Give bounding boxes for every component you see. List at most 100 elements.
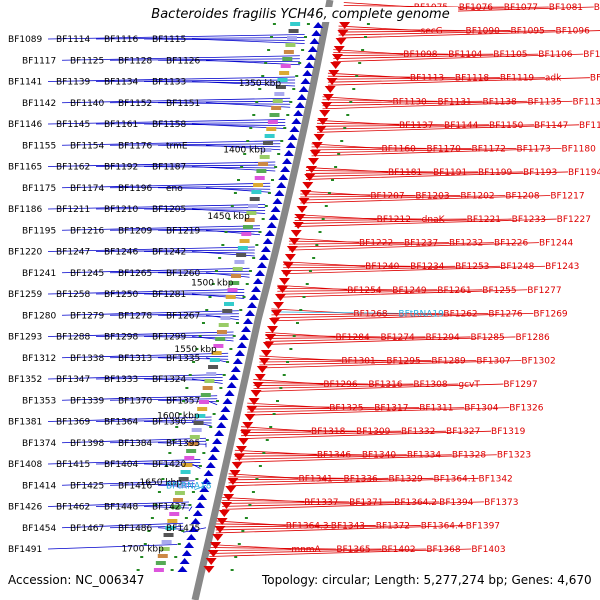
gene-label-left[interactable]: BF1151: [166, 99, 200, 109]
gene-label-right[interactable]: BF1104: [448, 50, 483, 60]
gene-label-right[interactable]: BF1233: [512, 215, 546, 225]
gene-label-right[interactable]: BF1364.2: [394, 498, 437, 508]
gene-label-right[interactable]: BF1397: [466, 521, 500, 531]
gene-label-left[interactable]: BF1374: [22, 439, 57, 449]
gene-label-right[interactable]: BF1284: [335, 333, 370, 343]
gene-label-left[interactable]: BF1174: [70, 184, 105, 194]
gene-label-right[interactable]: BF1342: [479, 474, 513, 484]
gene-label-left[interactable]: BF1196: [118, 184, 153, 194]
gene-label-left[interactable]: BF1298: [104, 333, 139, 343]
gene-label-right[interactable]: BF1336: [344, 474, 379, 484]
gene-label-right[interactable]: BF1227: [557, 215, 591, 225]
gene-label-right[interactable]: BFtRNA19: [398, 309, 444, 319]
gene-label-right[interactable]: BF1402: [381, 545, 415, 555]
gene-label-right[interactable]: BF1289: [431, 356, 466, 366]
gene-label-right[interactable]: BF1368: [426, 545, 461, 555]
gene-label-left[interactable]: BF1357: [166, 396, 200, 406]
gene-label-left[interactable]: BF1279: [70, 311, 105, 321]
gene-label-right[interactable]: BF1316: [368, 380, 403, 390]
gene-label-left[interactable]: BF1299: [152, 333, 187, 343]
gene-label-right[interactable]: secG: [421, 27, 443, 37]
gene-label-left[interactable]: BF1162: [56, 163, 90, 173]
gene-label-left[interactable]: BF1486: [118, 524, 153, 534]
gene-label-left[interactable]: BF1448: [104, 503, 139, 513]
gene-label-right[interactable]: BF1243: [545, 262, 579, 272]
gene-label-left[interactable]: BF1250: [104, 290, 139, 300]
gene-label-right[interactable]: BF1295: [386, 356, 420, 366]
gene-label-right[interactable]: BF1136: [573, 97, 600, 107]
gene-label-right[interactable]: BF1222: [359, 239, 393, 249]
gene-label-left[interactable]: BF1313: [118, 354, 152, 364]
gene-label-right[interactable]: BF1371: [349, 498, 383, 508]
gene-label-left[interactable]: BF1278: [118, 311, 153, 321]
gene-label-left[interactable]: BF1288: [56, 333, 91, 343]
gene-label-left[interactable]: BF1219: [166, 226, 201, 236]
gene-label-right[interactable]: BF1302: [521, 356, 555, 366]
gene-label-left[interactable]: BF1220: [8, 248, 43, 258]
gene-label-left[interactable]: BF1154: [70, 141, 105, 151]
gene-label-right[interactable]: BF1323: [497, 451, 531, 461]
gene-label-left[interactable]: BF1260: [166, 269, 201, 279]
gene-label-right[interactable]: BF1221: [467, 215, 501, 225]
gene-label-left[interactable]: BF1246: [104, 248, 139, 258]
gene-label-right[interactable]: BF1308: [413, 380, 448, 390]
gene-label-left[interactable]: BF1462: [56, 503, 90, 513]
gene-label-right[interactable]: BF1364.3: [286, 521, 329, 531]
gene-label-left[interactable]: BF1186: [8, 205, 43, 215]
gene-label-left[interactable]: BF1139: [56, 78, 91, 88]
gene-label-right[interactable]: BF1268: [353, 309, 388, 319]
gene-label-right[interactable]: BF1096: [556, 27, 591, 37]
gene-label-left[interactable]: BF1339: [70, 396, 105, 406]
gene-label-left[interactable]: BF1258: [56, 290, 91, 300]
gene-label-left[interactable]: BF1414: [22, 481, 57, 491]
gene-label-right[interactable]: BF1095: [511, 27, 545, 37]
gene-label-right[interactable]: BF1307: [476, 356, 510, 366]
gene-label-right[interactable]: BF1309: [356, 427, 391, 437]
gene-label-right[interactable]: BF1207: [370, 192, 404, 202]
gene-label-right[interactable]: BF1203: [415, 192, 449, 202]
gene-label-right[interactable]: BF1090: [466, 27, 501, 37]
gene-label-right[interactable]: BF1170: [427, 144, 462, 154]
gene-label-right[interactable]: BF1180: [562, 144, 597, 154]
gene-label-left[interactable]: BF1134: [104, 78, 139, 88]
gene-label-right[interactable]: BF1332: [401, 427, 435, 437]
gene-label-right[interactable]: BF1237: [404, 239, 438, 249]
gene-label-right[interactable]: BF1098: [403, 50, 438, 60]
gene-label-left[interactable]: BF1117: [22, 56, 56, 66]
gene-label-left[interactable]: BF1427: [152, 503, 186, 513]
gene-label-right[interactable]: BF1118: [455, 74, 490, 84]
gene-label-left[interactable]: BF1245: [70, 269, 104, 279]
gene-label-right[interactable]: BF1253: [455, 262, 489, 272]
gene-label-left[interactable]: BF1353: [22, 396, 56, 406]
gene-label-left[interactable]: BF1281: [152, 290, 186, 300]
gene-label-left[interactable]: BF1425: [70, 481, 104, 491]
gene-label-left[interactable]: BF1408: [8, 460, 43, 470]
gene-label-left[interactable]: BF1141: [8, 78, 42, 88]
gene-label-left[interactable]: BF1247: [56, 248, 90, 258]
gene-label-left[interactable]: BF1146: [8, 120, 43, 130]
gene-label-left[interactable]: BF1142: [22, 99, 56, 109]
gene-label-left[interactable]: BF1241: [22, 269, 56, 279]
gene-label-right[interactable]: BF1106: [538, 50, 573, 60]
gene-label-left[interactable]: BF1165: [8, 163, 42, 173]
gene-label-right[interactable]: BF1147: [534, 121, 568, 131]
gene-label-right[interactable]: BF1269: [533, 309, 568, 319]
gene-label-left[interactable]: BF1176: [118, 141, 153, 151]
gene-label-left[interactable]: BF1114: [56, 35, 91, 45]
gene-label-left[interactable]: BF1398: [70, 439, 105, 449]
gene-label-right[interactable]: BF1113: [410, 74, 444, 84]
gene-label-left[interactable]: BF1338: [70, 354, 105, 364]
gene-label-right[interactable]: BF1181: [388, 168, 422, 178]
gene-label-right[interactable]: BF1137: [399, 121, 433, 131]
gene-label-right[interactable]: BF1296: [323, 380, 358, 390]
gene-label-left[interactable]: BF1116: [104, 35, 139, 45]
gene-label-left[interactable]: BF1333: [104, 375, 138, 385]
gene-label-left[interactable]: BF1133: [152, 78, 186, 88]
gene-label-right[interactable]: BF1373: [484, 498, 518, 508]
gene-label-right[interactable]: BF1193: [523, 168, 557, 178]
gene-label-left[interactable]: BF1416: [118, 481, 153, 491]
gene-label-left[interactable]: BF1216: [70, 226, 105, 236]
gene-label-left[interactable]: BF1491: [8, 545, 42, 555]
gene-label-left[interactable]: BF1404: [104, 460, 139, 470]
gene-label-left[interactable]: BF1158: [152, 120, 187, 130]
